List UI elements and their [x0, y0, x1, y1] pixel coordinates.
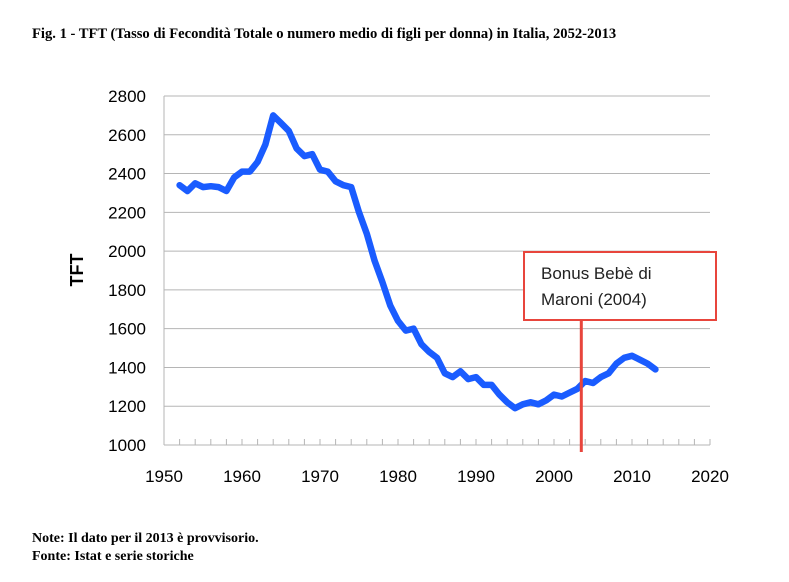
x-tick-1950: 1950: [145, 467, 183, 486]
x-tick-2020: 2020: [691, 467, 729, 486]
x-tick-1970: 1970: [301, 467, 339, 486]
figure-title: Fig. 1 - TFT (Tasso di Fecondità Totale …: [32, 26, 617, 42]
annotation-line2: Maroni (2004): [541, 290, 647, 309]
series-layer: [176, 112, 659, 412]
y-tick-2600: 2600: [108, 126, 146, 145]
series-line-0: [176, 112, 659, 412]
x-tick-labels: 1950 1960 1970 1980 1990 2000 2010 2020: [145, 467, 729, 486]
note-text: Note: Il dato per il 2013 è provvisorio.: [32, 531, 259, 546]
y-tick-2200: 2200: [108, 203, 146, 222]
annotation-box: Bonus Bebè di Maroni (2004): [523, 251, 717, 321]
y-tick-1400: 1400: [108, 358, 146, 377]
y-tick-1200: 1200: [108, 397, 146, 416]
y-tick-1600: 1600: [108, 320, 146, 339]
y-tick-1000: 1000: [108, 436, 146, 455]
annotation-line1: Bonus Bebè di: [541, 264, 652, 283]
x-tick-1990: 1990: [457, 467, 495, 486]
x-tick-2000: 2000: [535, 467, 573, 486]
y-tick-1800: 1800: [108, 281, 146, 300]
y-tick-2000: 2000: [108, 242, 146, 261]
y-tick-2800: 2800: [108, 87, 146, 106]
x-tick-2010: 2010: [613, 467, 651, 486]
y-tick-labels: 1000 1200 1400 1600 1800 2000 2200 2400 2600 2800: [108, 87, 146, 455]
axes: [163, 96, 711, 446]
x-tick-1980: 1980: [379, 467, 417, 486]
x-tick-1960: 1960: [223, 467, 261, 486]
source-text: Fonte: Istat e serie storiche: [32, 549, 194, 564]
y-tick-2400: 2400: [108, 165, 146, 184]
figure-notes: Note: Il dato per il 2013 è provvisorio.…: [32, 530, 259, 566]
y-axis-title: TFT: [67, 254, 87, 287]
